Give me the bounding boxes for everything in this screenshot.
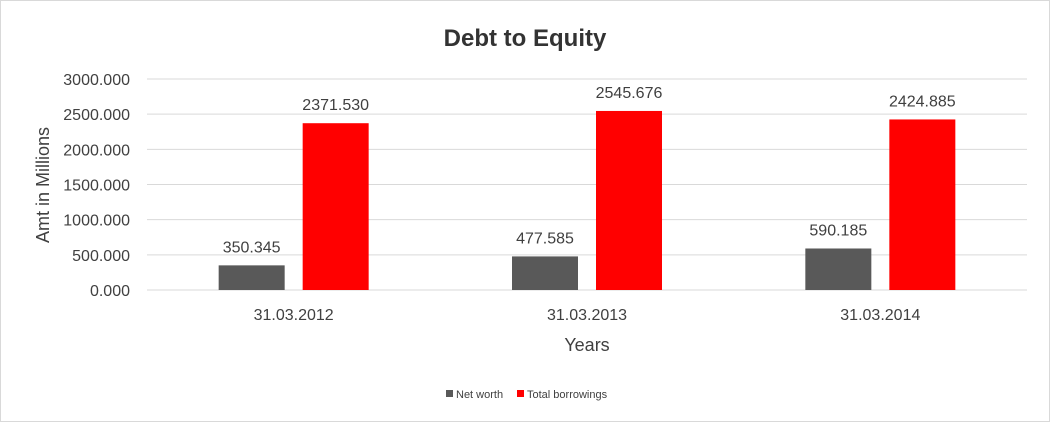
data-label: 590.185 [809, 222, 867, 239]
bars [218, 110, 956, 290]
bar-total-borrowings [302, 123, 369, 290]
chart-title: Debt to Equity [444, 25, 607, 52]
data-label: 477.585 [516, 230, 574, 247]
y-tick-label: 1000.000 [63, 213, 130, 230]
data-label: 350.345 [223, 239, 281, 256]
y-tick-label: 500.000 [72, 248, 130, 265]
bar-net-worth [218, 265, 285, 290]
data-label: 2545.676 [596, 85, 663, 102]
y-tick-label: 2000.000 [63, 142, 130, 159]
data-labels: 350.345 2371.530 477.585 2545.676 590.185 242… [223, 85, 956, 256]
y-axis-label: Amt in Millions [33, 127, 53, 243]
x-tick-label: 31.03.2012 [254, 307, 334, 324]
bar-total-borrowings [596, 110, 662, 290]
x-axis-ticks: 31.03.2012 31.03.2013 31.03.2014 [254, 307, 921, 324]
legend-swatch [517, 390, 524, 397]
gridlines [147, 78, 1027, 291]
x-axis-label: Years [564, 335, 609, 355]
legend: Net worth Total borrowings [446, 389, 608, 401]
x-tick-label: 31.03.2013 [547, 307, 627, 324]
y-axis-ticks: 0.000 500.000 1000.000 1500.000 2000.000 2500… [63, 72, 130, 300]
y-tick-label: 2500.000 [63, 107, 130, 124]
x-tick-label: 31.03.2014 [840, 307, 920, 324]
legend-label: Net worth [456, 389, 503, 401]
data-label: 2424.885 [889, 93, 956, 110]
data-label: 2371.530 [302, 97, 369, 114]
y-tick-label: 0.000 [90, 283, 130, 300]
bar-net-worth [805, 248, 872, 290]
y-tick-label: 3000.000 [63, 72, 130, 89]
y-tick-label: 1500.000 [63, 178, 130, 195]
legend-label: Total borrowings [527, 389, 608, 401]
legend-swatch [446, 390, 453, 397]
bar-net-worth [512, 256, 578, 290]
bar-total-borrowings [889, 119, 956, 290]
